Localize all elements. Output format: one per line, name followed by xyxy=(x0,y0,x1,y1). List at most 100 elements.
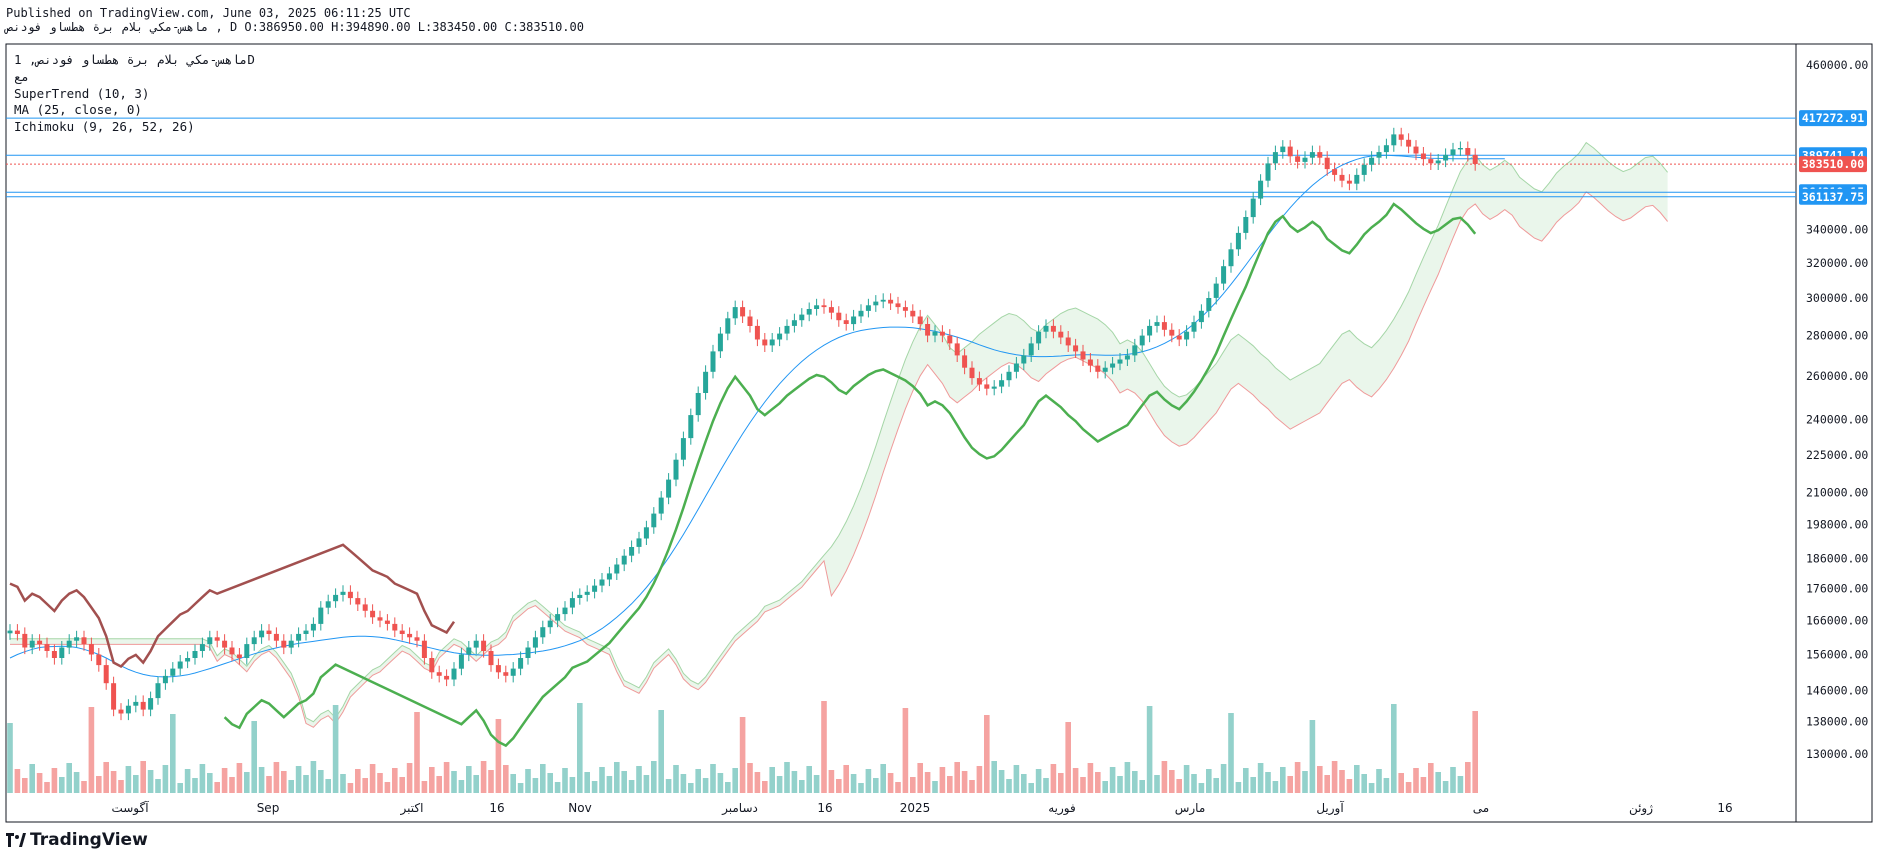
candle-body xyxy=(473,640,479,648)
legend-symbol[interactable]: ماهس-مكي بلام برة هطساو فودنص, 1D xyxy=(14,52,255,67)
candle-body xyxy=(1457,148,1463,150)
candle-body xyxy=(510,668,516,676)
volume-bar xyxy=(547,773,553,793)
candle xyxy=(1021,348,1027,371)
volume-bar xyxy=(355,769,361,793)
candle xyxy=(1465,141,1471,162)
y-tick-label: 280000.00 xyxy=(1806,329,1868,343)
candle xyxy=(1280,140,1286,159)
candle-body xyxy=(370,610,376,618)
candle-body xyxy=(251,637,257,645)
candle-body xyxy=(325,601,331,608)
candle xyxy=(458,648,464,676)
volume-bar xyxy=(88,707,95,793)
volume-bar xyxy=(421,781,428,793)
x-tick-label: Nov xyxy=(568,801,591,815)
candle-body xyxy=(44,644,50,651)
candle-body xyxy=(22,633,28,648)
candle-body xyxy=(732,307,738,319)
candle-body xyxy=(1472,154,1478,164)
volume-bar xyxy=(1235,782,1242,793)
candle-body xyxy=(1191,322,1197,332)
x-tick-label: دسامبر xyxy=(721,801,758,816)
volume-bar xyxy=(1102,781,1108,793)
candle xyxy=(1346,174,1352,191)
candle-body xyxy=(1102,367,1108,372)
candle xyxy=(229,641,235,662)
legend-ichimoku[interactable]: Ichimoku (9, 26, 52, 26) xyxy=(14,119,195,135)
candle xyxy=(1080,344,1086,366)
candle xyxy=(1228,242,1234,273)
tradingview-brand[interactable]: TradingView xyxy=(6,830,148,850)
candle-body xyxy=(725,318,731,334)
candle-body xyxy=(1176,335,1182,340)
candle-body xyxy=(214,637,220,641)
candle-body xyxy=(192,651,198,658)
candle xyxy=(976,371,982,391)
candle-body xyxy=(1213,283,1219,298)
candle-body xyxy=(429,658,435,673)
volume-bar xyxy=(887,773,894,793)
candle-body xyxy=(1124,355,1130,360)
volume-bar xyxy=(155,779,161,793)
candle xyxy=(1013,357,1019,379)
volume-bar xyxy=(406,763,413,793)
volume-bar xyxy=(998,770,1005,793)
volume-bar xyxy=(1361,774,1367,793)
y-tick-label: 320000.00 xyxy=(1806,256,1868,270)
volume-bar xyxy=(288,780,294,793)
volume-bar xyxy=(932,781,938,793)
candle xyxy=(473,634,479,655)
volume-bar xyxy=(1043,778,1049,793)
candle-body xyxy=(821,305,827,308)
candle xyxy=(673,453,679,487)
candle-body xyxy=(103,665,109,684)
candle xyxy=(614,558,620,580)
candle-body xyxy=(1184,331,1190,340)
candle xyxy=(754,319,760,347)
candle xyxy=(1132,338,1138,362)
y-tick-label: 340000.00 xyxy=(1806,223,1868,237)
candle xyxy=(296,627,302,648)
candle-body xyxy=(1087,359,1093,366)
candle-body xyxy=(29,640,35,648)
legend-supertrend[interactable]: SuperTrend (10, 3) xyxy=(14,85,150,101)
candle xyxy=(518,651,524,676)
volume-bar xyxy=(229,777,235,793)
price-labels: 417272.91389741.14383510.00364219.153611… xyxy=(1799,110,1867,205)
volume-bar xyxy=(236,763,243,793)
x-tick-label: می xyxy=(1473,801,1489,815)
candle-body xyxy=(1309,152,1315,158)
candle-body xyxy=(999,380,1005,387)
candle-body xyxy=(1006,371,1012,381)
candle xyxy=(1073,338,1079,358)
y-tick-label: 198000.00 xyxy=(1806,518,1868,532)
volume-bar xyxy=(488,770,494,793)
candlesticks[interactable] xyxy=(7,127,1478,721)
candle xyxy=(584,585,590,602)
volume-bar xyxy=(1413,768,1419,793)
volume-bar xyxy=(436,776,442,793)
volume-bar xyxy=(340,774,346,793)
volume-bar xyxy=(214,782,220,793)
candle xyxy=(44,637,50,658)
volume-bar xyxy=(591,781,598,793)
volume-bar xyxy=(443,762,450,793)
candle-body xyxy=(1243,217,1249,233)
volume-bar xyxy=(251,721,257,793)
x-tick-label: 16 xyxy=(1717,801,1732,815)
volume-bar xyxy=(1339,770,1345,793)
volume-bar xyxy=(392,768,398,793)
legend-ma[interactable]: MA (25, close, 0) xyxy=(14,102,142,118)
volume-bar xyxy=(495,719,502,793)
candle-body xyxy=(1272,152,1278,164)
candle-body xyxy=(592,585,598,592)
volume-bar xyxy=(917,763,923,793)
candle-body xyxy=(888,299,894,304)
candle xyxy=(1339,168,1345,188)
candle-body xyxy=(1028,343,1034,356)
candle-body xyxy=(703,371,709,393)
candle-body xyxy=(1013,363,1019,372)
candle-body xyxy=(155,683,161,699)
